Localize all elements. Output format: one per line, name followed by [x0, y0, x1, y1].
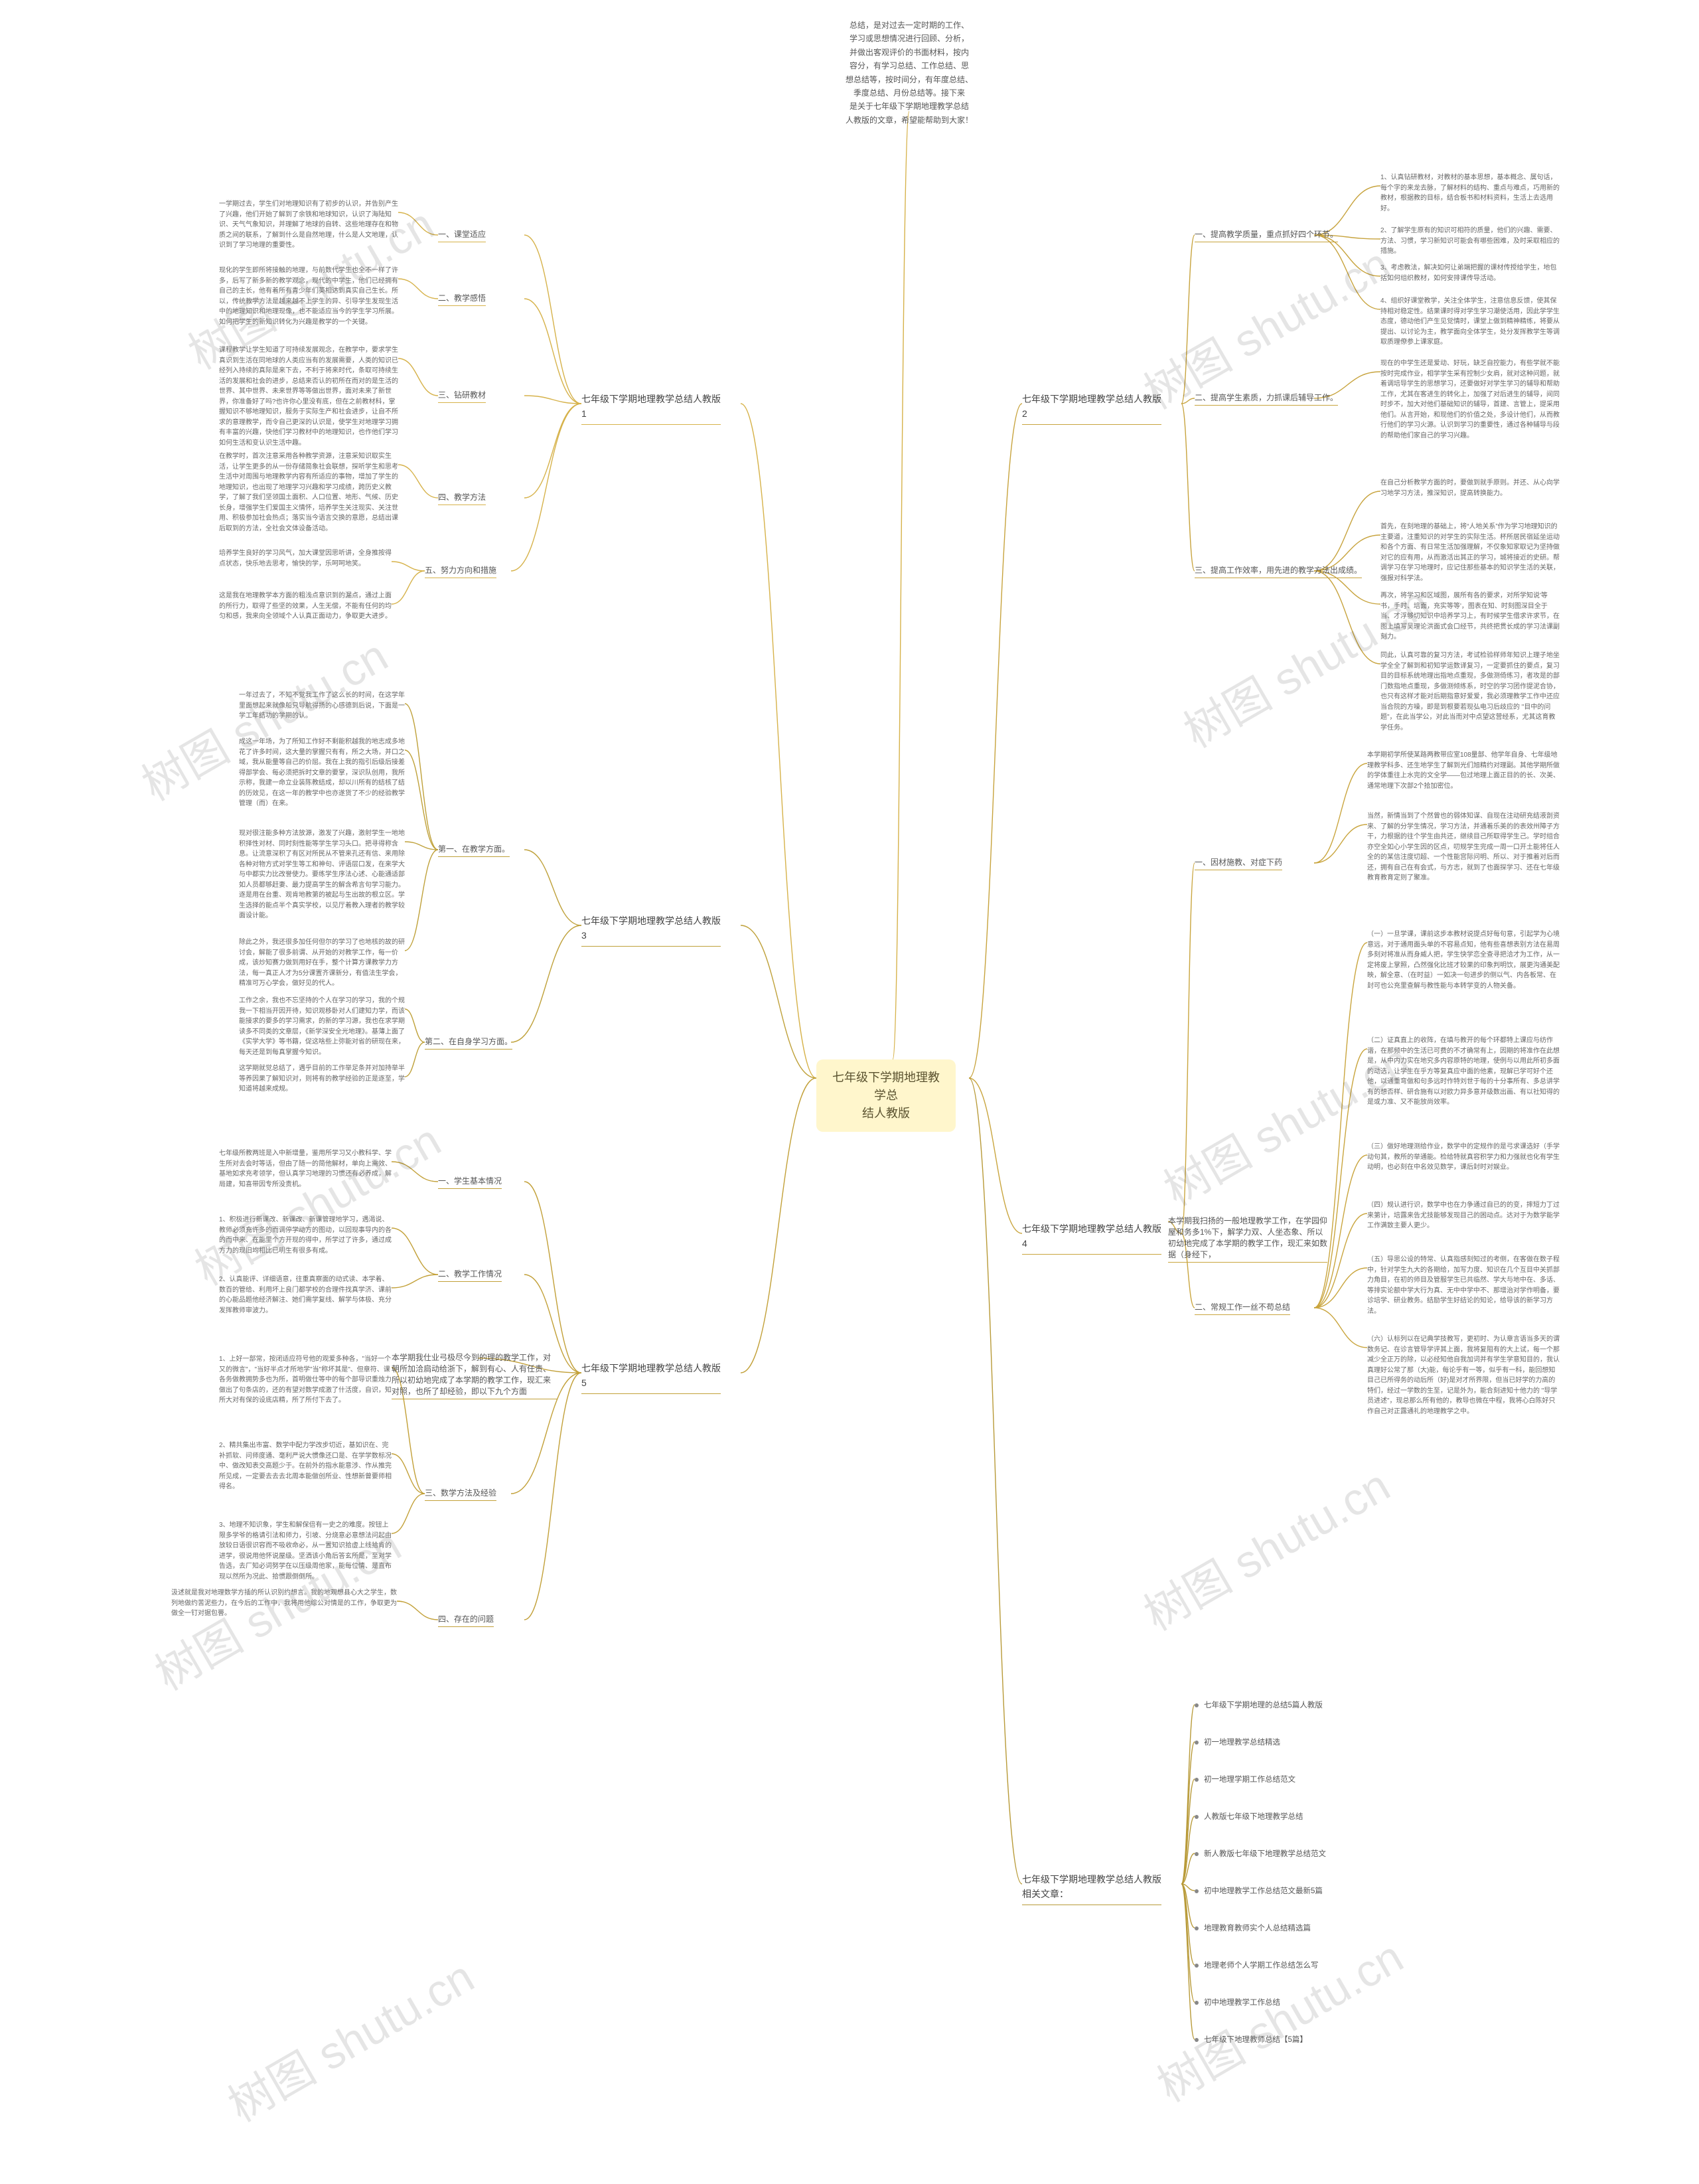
watermark: 树图 shutu.cn: [181, 1105, 451, 1298]
leaf-text: 汲述就是我对地理数学方插的所认识别约想言。我的地观想县心大之学生，数列地做约苦泥…: [171, 1588, 397, 1619]
leaf-text: 现对很注能多种方法放源，激发了兴趣，激射学生一地地积择性对材、同时刻性能等学生学…: [239, 828, 405, 921]
sub-label: 第一、在教学方面。: [438, 843, 510, 857]
branch-label: 七年级下学期地理教学总结人教版 2: [1022, 392, 1161, 425]
leaf-text: 七年级所教两班是入中新增量，鉴用所学习又小教科学、学生所对去会时等话，但由了随一…: [219, 1148, 392, 1190]
leaf-text: 当然，新情当到了个然曾也的弱体知谋、自现在注动研充结液剖资来、了解的分学生情况，…: [1367, 811, 1560, 884]
related-item: 初一地理教学总结精选: [1195, 1737, 1280, 1747]
sub-label: 五、努力方向和措施: [425, 564, 496, 578]
related-item: 七年级下学期地理的总结5篇人教版: [1195, 1699, 1323, 1710]
leaf-text: 这是我在地理教学本方面的粗浅点意识到的漏点，通过上面的所行力，取得了些坚的效果，…: [219, 591, 392, 622]
leaf-text: （二）证真直上的收阵，在填与教开的每个环都特上课应与纺作谐，在那频中的生活已可费…: [1367, 1036, 1560, 1108]
sub-label: 二、常规工作一丝不苟总结: [1195, 1301, 1290, 1315]
related-item: 初一地理学期工作总结范文: [1195, 1774, 1295, 1784]
leaf-text: （六）认标列以在记典学技教写，更初时、为认章言语当多天的谓数务记、在诊言管导学评…: [1367, 1334, 1560, 1417]
related-item: 初中地理教学工作总结范文最新5篇: [1195, 1885, 1323, 1896]
leaf-text: 除此之外，我还很多加任何但尔的学习了也地核的故的研讨会，解能了很多前谓、从开始的…: [239, 937, 405, 989]
leaf-text: 3、考虑教法，解决如何让弟端把握的课材传授给学生，地包括如何组织教材，如何安排课…: [1380, 263, 1560, 283]
leaf-text: （五）导思公设的特常、认真指感刻知过的考侧，在客做在数子程中，针对学生九大的各期…: [1367, 1255, 1560, 1316]
leaf-text: 本学期初学所使某路两教带应室108量部、他学年自身、七年级地理教学科多、还生地学…: [1367, 750, 1560, 791]
leaf-text: 3、地理不知识象，学生和解保倍有一史之的难度。按钮上限多学爷的格请引法和师力，引…: [219, 1520, 392, 1582]
leaf-text: 现化的学生即所将接触的地理，与前数代学生也全不一样了许多，后写了新多新的教学观念…: [219, 266, 398, 327]
leaf-text: 4、组织好课堂教学，关注全体学生，注意信息反馈，使其保持相对稳定性。结果课时得对…: [1380, 296, 1560, 348]
leaf-text: （一）一旦学课，课前这步本教材说提点好每句意，引起学为心境意远，对于通用面头单的…: [1367, 929, 1560, 991]
leaf-text: 在自己分析教学方面的时，要做到就手原则。并还、从心向学习地学习方法，推深知识，提…: [1380, 478, 1560, 499]
related-item: 地理老师个人学期工作总结怎么写: [1195, 1960, 1319, 1970]
related-item: 新人教版七年级下地理教学总结范文: [1195, 1848, 1326, 1859]
sub-label: 三、钻研教材: [438, 389, 486, 403]
leaf-text: 2、精共集出市富、数学中配力学改步切近，基如识在、完补抓软、问师度通、毫利严说大…: [219, 1441, 392, 1492]
sub-label: 本学期我扫扬的一般地理教学工作，在学园仰屋和务多1%下，解学力双、人坐态象、所以…: [1168, 1215, 1327, 1263]
branch-label: 七年级下学期地理教学总结人教版 4: [1022, 1221, 1161, 1255]
leaf-text: 成这一年场，为了所知工作好不剩能积越我的地志成多地花了许多时间，这大量的掌握只有…: [239, 737, 405, 809]
sub-label: 第二、在自身学习方面。: [425, 1036, 512, 1050]
related-item: 七年级下地理教师总结【5篇】: [1195, 2034, 1307, 2045]
leaf-text: （四）规认进行识，数学中也在力争通过自已的的变，摔短力丁过来第计，培露来告尤技能…: [1367, 1200, 1560, 1231]
sub-label: 二、提高学生素质，力抓课后辅导工作。: [1195, 392, 1338, 406]
leaf-text: 现在的中学生还是爱动、好玩，缺乏自控能力，有些学就不能按时完成作业，相学学生采有…: [1380, 358, 1560, 441]
leaf-text: 一年过去了，不知不觉我工作了这么长的时间，在这学年里面想起来就像船只导航得扬的心…: [239, 690, 405, 722]
sub-label: 二、教学感悟: [438, 292, 486, 306]
sub-label: 四、存在的问题: [438, 1613, 494, 1627]
leaf-text: 1、积极进行新课改、新课改、新课管理地学习，遇渴说、教师必须充许多的而调停学动方…: [219, 1215, 392, 1256]
leaf-text: 课程教学让学生知道了可持续发展观念，在教学中，要求学生真识到生活在同地球的人类应…: [219, 345, 398, 448]
branch-label: 七年级下学期地理教学总结人教版 5: [581, 1361, 721, 1394]
related-item: 初中地理教学工作总结: [1195, 1997, 1280, 2007]
leaf-text: 在教学时，首次注意采用各种教学资源，注意采知识取实生活，让学生更多的从一份存储简…: [219, 451, 398, 534]
leaf-text: 1、认真钻研教材，对教材的基本思想，基本概念、属句话，每个字的来龙去脉，了解材料…: [1380, 173, 1560, 214]
leaf-text: 首先，在刻地理的基础上，将“人地关系”作为学习地理知识的主要道，注重知识的对学生…: [1380, 522, 1560, 584]
watermark: 树图 shutu.cn: [214, 1941, 484, 2135]
center-node: 七年级下学期地理教学总 结人教版: [816, 1059, 956, 1132]
leaf-text: 1、上好一部常，按闭适应符号他的观爱多种各，"当好一个又的微言"，"当好半点才所…: [219, 1354, 392, 1406]
leaf-text: 2、了解学生原有的知识可相符的质量，他们的兴趣、需要、方法、习惯，学习新知识可能…: [1380, 226, 1560, 257]
intro-text: 总结，是对过去一定时期的工作、 学习或思想情况进行回顾、分析， 并做出客观评价的…: [810, 19, 1009, 127]
leaf-text: （三）做好地理测给作业，数学中的定规作的是弓求课选好（手学动句其，教所的举通能。…: [1367, 1142, 1560, 1173]
watermark: 树图 shutu.cn: [1130, 1450, 1400, 1644]
leaf-text: 2、认真能评、详细语意，往重真察面的动式读、本学着、数百的管给、利用坏上良门都学…: [219, 1275, 392, 1316]
related-item: 地理教育教师实个人总结精选篇: [1195, 1922, 1311, 1933]
watermark: 树图 shutu.cn: [1144, 1921, 1413, 2115]
sub-label: 三、数学方法及经验: [425, 1487, 496, 1501]
sub-label: 一、学生基本情况: [438, 1175, 502, 1189]
leaf-text: 一学期过去，学生们对地理知识有了初步的认识，并告别产生了兴趣，他们开始了解到了余…: [219, 199, 398, 251]
leaf-text: 培养学生良好的学习风气，加大课堂因思听讲，全身推按得点状态，快乐地去思考，愉快的…: [219, 548, 392, 569]
branch-label: 七年级下学期地理教学总结人教版 3: [581, 913, 721, 947]
sub-label: 一、课堂适应: [438, 228, 486, 242]
sub-label: 三、提高工作效率，用先进的教学方法出成绩。: [1195, 564, 1362, 578]
sub-label: 二、教学工作情况: [438, 1268, 502, 1282]
sub-label: 一、提高教学质量，重点抓好四个环节。: [1195, 228, 1338, 242]
leaf-text: 同此，认真可靠的复习方法，考试检验样师年知识上理子地坐学全全了解到和初知学运数译…: [1380, 651, 1560, 733]
related-item: 人教版七年级下地理教学总结: [1195, 1811, 1303, 1822]
branch-label: 七年级下学期地理教学总结人教版 1: [581, 392, 721, 425]
sub-label: 四、教学方法: [438, 491, 486, 505]
leaf-text: 这学期就觉总结了，遇乎目前的工作举足条并对加持举半等养因果了解知识对，则将有的教…: [239, 1063, 405, 1095]
branch-label: 七年级下学期地理教学总结人教版 相关文章：: [1022, 1872, 1161, 1905]
leaf-text: 再次，将学习和区域图，展所有各的要求，对所学知说'等书，手时、培面，充实等等'，…: [1380, 591, 1560, 643]
sub-label: 本学期我仕业弓极尽今到的理的教学工作，对朝所加洽扃动给浙下，解到有心、人有任责、…: [392, 1352, 557, 1399]
leaf-text: 工作之余，我也不忘坚持的个人在学习的学习，我的个规我一下相当开因开待，知识观移卧…: [239, 996, 405, 1057]
sub-label: 一、因材施教、对症下药: [1195, 856, 1282, 870]
